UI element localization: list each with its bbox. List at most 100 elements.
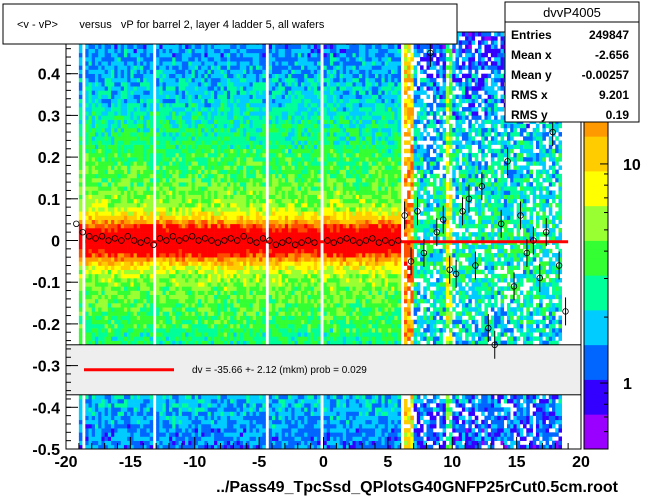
heatmap-cell <box>239 319 244 325</box>
heatmap-cell <box>101 136 105 141</box>
heatmap-cell <box>149 423 154 429</box>
heatmap-cell <box>178 440 183 446</box>
heatmap-cell <box>159 444 163 450</box>
heatmap-cell <box>133 48 138 54</box>
heatmap-cell <box>101 332 105 337</box>
heatmap-cell <box>143 82 147 87</box>
heatmap-cell <box>220 315 225 321</box>
heatmap-cell <box>217 278 221 283</box>
heatmap-cell <box>230 286 234 291</box>
heatmap-cell <box>204 332 208 337</box>
heatmap-cell <box>120 307 125 312</box>
heatmap-cell <box>107 215 112 220</box>
heatmap-cell <box>210 52 215 58</box>
heatmap-cell <box>233 298 237 304</box>
heatmap-cell <box>217 407 221 412</box>
heatmap-cell <box>149 186 154 191</box>
heatmap-cell <box>88 244 93 250</box>
heatmap-cell <box>233 415 237 421</box>
heatmap-cell <box>104 140 109 145</box>
heatmap-cell <box>136 257 141 262</box>
heatmap-cell <box>178 173 183 179</box>
heatmap-cell <box>178 219 183 225</box>
heatmap-cell <box>191 107 196 112</box>
heatmap-cell <box>149 207 154 212</box>
heatmap-cell <box>88 432 93 437</box>
heatmap-cell <box>101 298 105 304</box>
heatmap-cell <box>165 107 170 112</box>
heatmap-cell <box>181 190 186 195</box>
heatmap-cell <box>94 182 99 187</box>
heatmap-cell <box>94 436 99 441</box>
heatmap-cell <box>88 298 93 304</box>
heatmap-cell <box>127 165 131 170</box>
heatmap-cell <box>130 190 134 195</box>
heatmap-cell <box>143 403 147 408</box>
heatmap-cell <box>94 148 99 154</box>
heatmap-cell <box>214 102 218 108</box>
heatmap-cell <box>220 48 225 54</box>
heatmap-cell <box>210 102 215 108</box>
heatmap-cell <box>204 290 208 296</box>
heatmap-cell <box>146 398 150 404</box>
heatmap-cell <box>85 177 89 183</box>
heatmap-cell <box>204 282 208 287</box>
heatmap-cell <box>117 232 122 237</box>
heatmap-cell <box>123 419 128 425</box>
heatmap-cell <box>165 236 170 241</box>
heatmap-cell <box>185 253 189 258</box>
heatmap-cell <box>91 190 96 195</box>
heatmap-cell <box>233 77 237 83</box>
heatmap-cell <box>85 394 89 400</box>
heatmap-cell <box>214 432 218 437</box>
heatmap-cell <box>165 86 170 91</box>
heatmap-cell <box>226 177 231 183</box>
heatmap-cell <box>185 82 189 87</box>
heatmap-cell <box>243 182 247 187</box>
heatmap-cell <box>162 152 167 158</box>
heatmap-cell <box>172 161 176 166</box>
heatmap-cell <box>239 111 244 116</box>
heatmap-cell <box>217 428 221 433</box>
heatmap-cell <box>146 119 150 125</box>
heatmap-cell <box>85 269 89 275</box>
heatmap-cell <box>133 190 138 195</box>
heatmap-cell <box>127 107 131 112</box>
heatmap-cell <box>120 411 125 416</box>
heatmap-cell <box>226 257 231 262</box>
heatmap-cell <box>169 253 173 258</box>
heatmap-cell <box>136 436 141 441</box>
heatmap-cell <box>78 286 83 291</box>
heatmap-cell <box>78 290 83 296</box>
heatmap-cell <box>104 202 109 208</box>
heatmap-cell <box>230 169 234 175</box>
heatmap-cell <box>172 294 176 300</box>
heatmap-cell <box>236 157 241 162</box>
heatmap-cell <box>233 52 237 58</box>
heatmap-cell <box>120 102 125 108</box>
heatmap-cell <box>226 436 231 441</box>
heatmap-cell <box>230 132 234 137</box>
heatmap-cell <box>130 294 134 300</box>
heatmap-cell <box>88 182 93 187</box>
heatmap-cell <box>162 419 167 425</box>
heatmap-cell <box>178 144 183 150</box>
heatmap-cell <box>143 132 147 137</box>
heatmap-cell <box>226 132 231 137</box>
heatmap-cell <box>226 119 231 125</box>
heatmap-cell <box>104 244 109 250</box>
heatmap-cell <box>127 148 131 154</box>
heatmap-cell <box>191 215 196 220</box>
heatmap-cell <box>156 90 160 95</box>
heatmap-cell <box>165 407 170 412</box>
heatmap-cell <box>94 303 99 308</box>
heatmap-cell <box>191 336 196 341</box>
heatmap-cell <box>178 177 183 183</box>
heatmap-cell <box>201 307 205 312</box>
heatmap-cell <box>140 232 144 237</box>
heatmap-cell <box>217 48 221 54</box>
heatmap-cell <box>120 161 125 166</box>
heatmap-cell <box>172 211 176 216</box>
heatmap-cell <box>214 123 218 129</box>
heatmap-cell <box>201 169 205 175</box>
